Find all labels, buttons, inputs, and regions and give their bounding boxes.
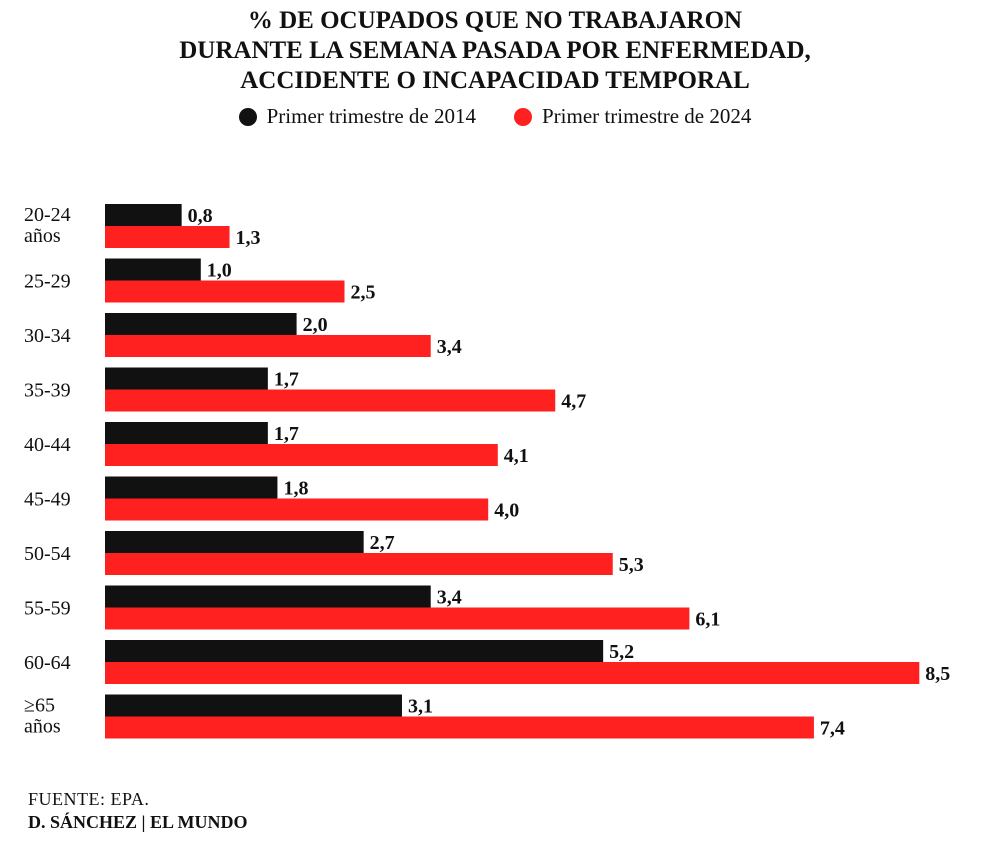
legend-item-2014: Primer trimestre de 2014 bbox=[238, 104, 476, 129]
bar-2014 bbox=[105, 258, 201, 281]
category-label: 25-29 bbox=[24, 271, 71, 293]
bar-2024 bbox=[105, 662, 920, 684]
data-label-2024: 2,5 bbox=[351, 282, 376, 304]
data-label-2014: 0,8 bbox=[188, 205, 213, 227]
category-label: 20-24 bbox=[24, 204, 71, 226]
data-label-2014: 1,8 bbox=[283, 478, 308, 500]
bar-2014 bbox=[105, 585, 431, 608]
bar-2014 bbox=[105, 367, 268, 390]
data-label-2014: 3,1 bbox=[408, 696, 433, 718]
bar-2014 bbox=[105, 531, 364, 553]
credit-line: D. SÁNCHEZ | EL MUNDO bbox=[28, 812, 248, 832]
legend-swatch-2024 bbox=[514, 107, 532, 126]
title-line-3: ACCIDENTE O INCAPACIDAD TEMPORAL bbox=[240, 67, 750, 94]
data-label-2014: 1,7 bbox=[274, 369, 299, 391]
legend: Primer trimestre de 2014 Primer trimestr… bbox=[0, 104, 990, 129]
legend-swatch-2014 bbox=[238, 107, 257, 126]
bar-2014 bbox=[105, 422, 268, 444]
data-label-2024: 7,4 bbox=[820, 718, 845, 740]
bar-2024 bbox=[105, 335, 431, 357]
category-label: años bbox=[24, 225, 61, 247]
data-label-2014: 2,0 bbox=[303, 314, 328, 336]
footer: FUENTE: EPA. D. SÁNCHEZ | EL MUNDO bbox=[28, 788, 248, 834]
data-label-2014: 1,7 bbox=[274, 423, 299, 445]
bar-2014 bbox=[105, 694, 402, 717]
bar-2024 bbox=[105, 226, 230, 248]
category-label: 55-59 bbox=[24, 598, 71, 620]
bar-2014 bbox=[105, 640, 604, 662]
data-label-2024: 3,4 bbox=[437, 336, 462, 358]
source-note: FUENTE: EPA. bbox=[28, 789, 150, 809]
bar-2024 bbox=[105, 498, 489, 521]
category-label: 40-44 bbox=[24, 434, 71, 456]
title-line-1: % DE OCUPADOS QUE NO TRABAJARON bbox=[247, 7, 743, 34]
data-label-2014: 5,2 bbox=[609, 641, 634, 663]
data-label-2024: 8,5 bbox=[925, 663, 950, 685]
data-label-2024: 5,3 bbox=[619, 554, 644, 576]
category-label: 45-49 bbox=[24, 489, 71, 511]
data-label-2024: 4,0 bbox=[494, 500, 519, 522]
category-label: 50-54 bbox=[24, 543, 71, 565]
bar-2024 bbox=[105, 280, 345, 303]
data-label-2024: 4,7 bbox=[561, 391, 586, 413]
bar-2024 bbox=[105, 444, 498, 466]
legend-label-2014: Primer trimestre de 2014 bbox=[266, 104, 476, 128]
bar-2024 bbox=[105, 553, 613, 575]
chart-title: % DE OCUPADOS QUE NO TRABAJARON DURANTE … bbox=[0, 6, 990, 96]
data-label-2014: 1,0 bbox=[207, 260, 232, 282]
data-label-2024: 1,3 bbox=[236, 227, 261, 249]
bar-2014 bbox=[105, 476, 278, 499]
data-label-2014: 3,4 bbox=[437, 587, 462, 609]
data-label-2014: 2,7 bbox=[370, 532, 395, 554]
legend-label-2024: Primer trimestre de 2024 bbox=[542, 104, 752, 128]
category-label: 30-34 bbox=[24, 325, 71, 347]
bar-2024 bbox=[105, 607, 690, 630]
data-label-2024: 4,1 bbox=[504, 445, 529, 467]
category-label: años bbox=[24, 716, 61, 738]
category-label: 60-64 bbox=[24, 652, 71, 674]
category-label: 35-39 bbox=[24, 380, 71, 402]
title-line-2: DURANTE LA SEMANA PASADA POR ENFERMEDAD, bbox=[179, 37, 811, 64]
bar-2014 bbox=[105, 204, 182, 226]
data-label-2024: 6,1 bbox=[695, 609, 720, 631]
bar-2014 bbox=[105, 313, 297, 335]
bar-2024 bbox=[105, 389, 556, 412]
legend-item-2024: Primer trimestre de 2024 bbox=[514, 104, 751, 129]
bar-2024 bbox=[105, 716, 814, 739]
category-label: ≥65 bbox=[24, 695, 55, 717]
